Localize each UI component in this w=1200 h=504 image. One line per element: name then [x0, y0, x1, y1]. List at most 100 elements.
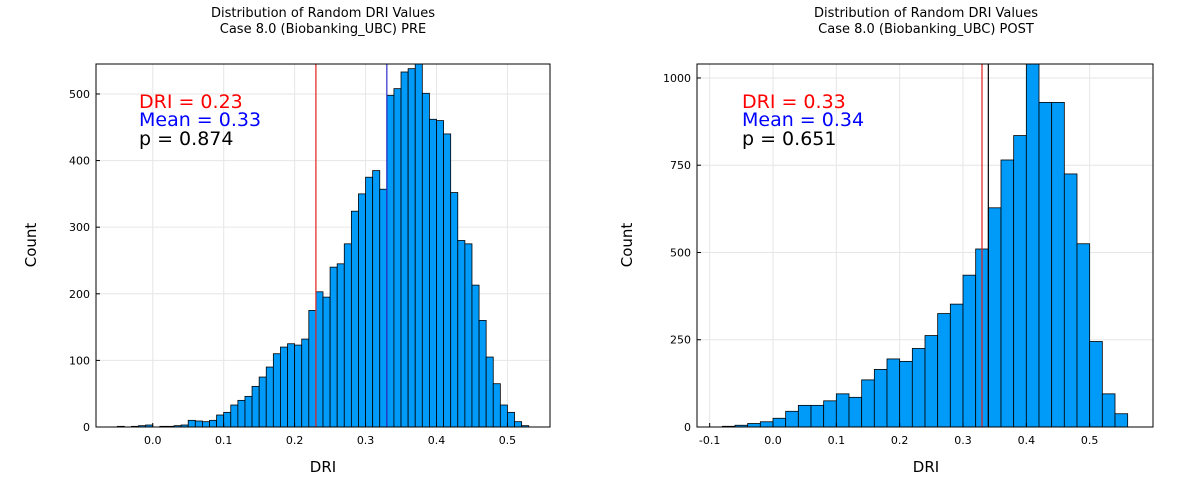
x-tick-label: 0.3 — [954, 434, 972, 447]
x-tick-label: 0.1 — [215, 434, 233, 447]
histogram-bar — [379, 188, 388, 428]
y-axis-label: Count — [22, 223, 40, 268]
histogram-bar — [265, 366, 274, 428]
y-tick-label: 250 — [670, 334, 691, 347]
histogram-bar — [471, 284, 480, 428]
histogram-bar — [949, 303, 964, 428]
y-axis-label: Count — [618, 223, 636, 268]
histogram-bar — [1114, 413, 1129, 428]
histogram-bar — [350, 210, 359, 428]
histogram-bar — [810, 404, 825, 428]
histogram-bar — [372, 170, 381, 428]
histogram-bar — [1013, 135, 1027, 428]
y-tick-label: 200 — [69, 288, 90, 301]
histogram-bar — [414, 63, 423, 428]
histogram-bar — [223, 411, 232, 428]
x-axis-label: DRI — [310, 458, 336, 476]
histogram-bar — [514, 421, 523, 428]
histogram-bar — [1038, 101, 1053, 428]
histogram-bar — [873, 369, 888, 428]
chart-title: Distribution of Random DRI Values — [211, 6, 435, 21]
x-tick-label: 0.5 — [1081, 434, 1099, 447]
histogram-bar — [244, 395, 253, 428]
y-axis-ticks: 0 100 200 300 400 500 — [69, 88, 100, 434]
annotation-mean: Mean = 0.34 — [742, 109, 864, 131]
histogram-bar — [861, 379, 875, 428]
histogram-bar — [315, 291, 324, 428]
histogram-bars — [721, 63, 1129, 428]
x-axis-label: DRI — [913, 458, 939, 476]
histogram-bar — [386, 94, 395, 428]
chart-subtitle: Case 8.0 (Biobanking_UBC) POST — [818, 22, 1034, 37]
histogram-bar — [258, 376, 267, 428]
x-tick-label: 0.4 — [428, 434, 446, 447]
y-tick-label: 300 — [69, 221, 90, 234]
x-tick-label: -0.1 — [699, 434, 720, 447]
histogram-panel-post: Distribution of Random DRI Values Case 8… — [618, 6, 1154, 476]
histogram-bar — [1051, 101, 1065, 428]
histogram-bar — [187, 419, 196, 428]
histogram-bar — [772, 417, 787, 428]
histogram-bar — [194, 420, 203, 428]
histogram-bar — [407, 68, 416, 428]
histogram-panel-pre: Distribution of Random DRI Values Case 8… — [22, 6, 551, 476]
annotation-p-value: p = 0.874 — [139, 128, 233, 150]
histogram-bar — [202, 421, 210, 428]
histogram-bar — [747, 423, 761, 428]
histogram-bar — [1089, 341, 1103, 428]
y-tick-label: 500 — [69, 88, 90, 101]
histogram-bar — [443, 133, 452, 428]
x-tick-label: 0.5 — [499, 434, 517, 447]
annotation-dri: DRI = 0.23 — [139, 91, 243, 113]
histogram-bar — [911, 348, 926, 428]
histogram-bar — [759, 421, 774, 428]
histogram-bar — [294, 344, 303, 428]
histogram-bar — [251, 385, 260, 428]
histogram-bar — [343, 243, 352, 428]
y-axis-ticks: 0 250 500 750 1000 — [663, 72, 701, 434]
histogram-bar — [358, 193, 366, 428]
histogram-bar — [823, 400, 837, 428]
histogram-bar — [287, 343, 296, 428]
histogram-bar — [785, 410, 799, 428]
histogram-bar — [436, 120, 444, 428]
histogram-bar — [308, 310, 317, 428]
histogram-bar — [272, 353, 281, 428]
x-tick-label: 0.1 — [828, 434, 846, 447]
histogram-bar — [450, 192, 459, 428]
annotation-p-value: p = 0.651 — [742, 128, 836, 150]
histogram-bar — [924, 335, 939, 428]
histogram-bar — [322, 296, 331, 428]
histogram-bar — [886, 358, 901, 428]
histogram-bar — [937, 313, 951, 428]
histogram-bar — [209, 419, 217, 428]
histogram-bar — [237, 399, 246, 428]
y-tick-label: 400 — [69, 155, 90, 168]
histogram-bar — [464, 243, 473, 428]
histogram-bar — [987, 207, 1002, 428]
histogram-bar — [797, 404, 812, 428]
histogram-bar — [899, 360, 913, 428]
histogram-bar — [962, 274, 977, 428]
histogram-bar — [492, 383, 501, 428]
y-tick-label: 0 — [83, 421, 90, 434]
histogram-bar — [1063, 173, 1078, 428]
x-tick-label: 0.0 — [764, 434, 782, 447]
histogram-bar — [457, 240, 466, 428]
histogram-bar — [835, 393, 850, 428]
histogram-bar — [400, 71, 409, 428]
annotation-mean: Mean = 0.33 — [139, 109, 261, 131]
chart-title: Distribution of Random DRI Values — [814, 6, 1038, 21]
y-tick-label: 0 — [684, 421, 691, 434]
histogram-bar — [329, 266, 338, 428]
histogram-bar — [1000, 159, 1015, 428]
histogram-bar — [216, 414, 225, 428]
y-tick-label: 750 — [670, 159, 691, 172]
x-axis-ticks: 0.0 0.1 0.2 0.3 0.4 0.5 — [144, 423, 516, 447]
histogram-bar — [1076, 243, 1091, 428]
histogram-bar — [848, 396, 863, 428]
histogram-bars — [116, 63, 530, 428]
x-tick-label: 0.0 — [144, 434, 162, 447]
histogram-bar — [485, 356, 494, 428]
x-tick-label: 0.2 — [891, 434, 909, 447]
